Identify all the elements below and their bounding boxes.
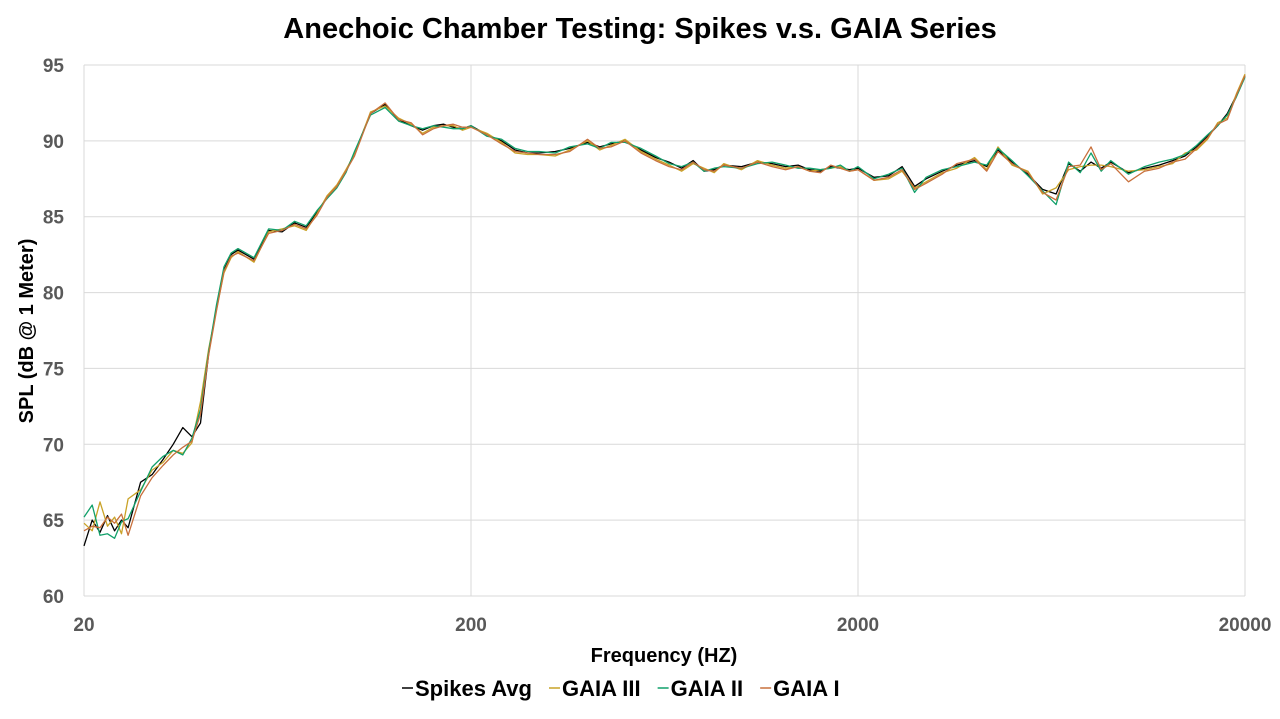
x-tick-label: 200 [455, 615, 487, 636]
series-line-4 [83, 75, 1246, 536]
x-tick-label: 20 [73, 615, 94, 636]
x-tick-label: 2000 [837, 615, 879, 636]
x-axis-title: Frequency (HZ) [591, 645, 738, 667]
chart-title: Anechoic Chamber Testing: Spikes v.s. GA… [283, 13, 996, 45]
x-tick-label: 20000 [1219, 615, 1272, 636]
y-tick-label: 65 [43, 511, 65, 532]
legend-label: GAIA III [562, 676, 641, 701]
legend-label: Spikes Avg [415, 676, 532, 701]
y-tick-label: 90 [43, 132, 64, 153]
x-tick-labels: 20 200 2000 20000 [73, 615, 1271, 636]
y-tick-label: 85 [43, 208, 65, 229]
y-tick-label: 95 [43, 56, 65, 77]
y-tick-label: 75 [43, 359, 65, 380]
gridlines [83, 64, 1246, 597]
series-lines [83, 73, 1246, 547]
y-tick-label: 70 [43, 435, 64, 456]
series-line-2 [83, 73, 1246, 535]
legend-label: GAIA II [671, 676, 744, 701]
y-axis-title: SPL (dB @ 1 Meter) [16, 239, 38, 424]
series-line-1 [83, 75, 1246, 547]
y-tick-label: 60 [43, 587, 64, 608]
series-line-3 [83, 76, 1246, 539]
y-tick-label: 80 [43, 284, 64, 305]
y-tick-labels: 60 65 70 75 80 85 90 95 [43, 56, 65, 608]
legend: Spikes Avg GAIA III GAIA II GAIA I [402, 676, 840, 701]
legend-label: GAIA I [773, 676, 839, 701]
